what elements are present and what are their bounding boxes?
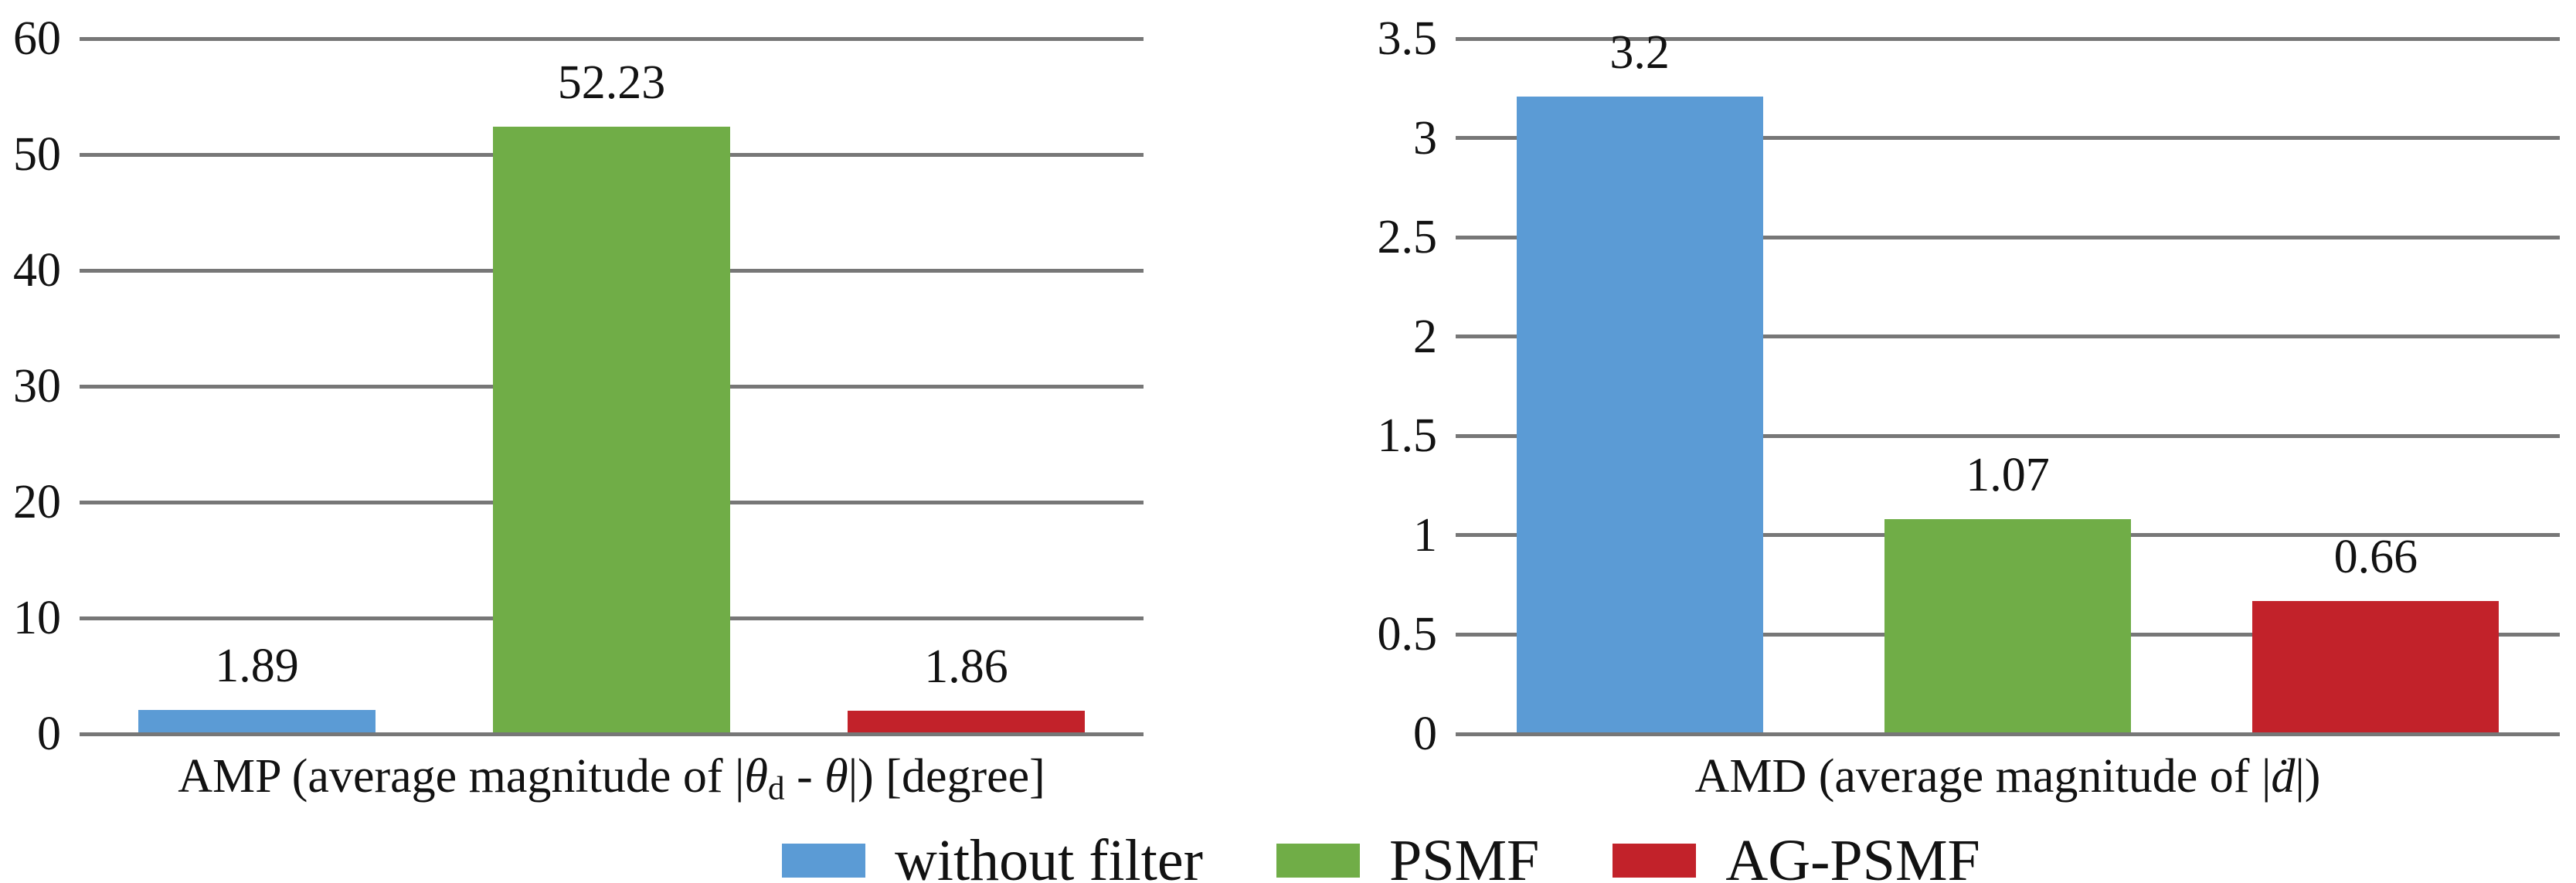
bar-psmf (1884, 519, 2132, 733)
bar-value-label: 1.07 (1966, 449, 2050, 502)
x-axis-title-part: |) (2295, 750, 2321, 803)
x-axis-title-part: AMD (average magnitude of | (1694, 750, 2272, 803)
legend-item-ag-psmf: AG-PSMF (1613, 828, 1980, 883)
bar-value-label: 3.2 (1609, 25, 1670, 79)
bar-value-label: 1.89 (215, 640, 299, 693)
x-axis-title: AMD (average magnitude of |ḋ|) (1456, 744, 2560, 809)
y-tick-label: 0.5 (1377, 608, 1438, 661)
y-tick-label: 40 (13, 244, 61, 297)
x-axis-line (1456, 732, 2560, 736)
legend-swatch-without-filter (782, 844, 865, 878)
y-tick-label: 20 (13, 476, 61, 528)
y-tick-label: 3 (1413, 111, 1437, 165)
y-tick-label: 60 (13, 12, 61, 65)
legend-item-without-filter: without filter (782, 828, 1203, 883)
bar-without-filter (1516, 96, 1763, 733)
y-tick-label: 1 (1413, 508, 1437, 562)
legend-swatch-ag-psmf (1613, 844, 1697, 878)
y-tick-label: 2 (1413, 310, 1437, 363)
x-axis-line (80, 732, 1144, 736)
x-axis-title-part: d (767, 769, 785, 807)
x-axis-title-part: - (784, 750, 825, 803)
y-tick-label: 2.5 (1377, 211, 1438, 264)
y-tick-label: 30 (13, 360, 61, 413)
x-axis-title-part: θ (744, 750, 768, 803)
x-axis-title-part: |) [degree] (848, 750, 1045, 803)
bar-without-filter (138, 710, 376, 733)
legend-label-ag-psmf: AG-PSMF (1725, 828, 1980, 883)
gridline (1456, 36, 2560, 41)
bar-value-label: 52.23 (557, 56, 666, 110)
gridline (1456, 235, 2560, 239)
bar-psmf (492, 127, 731, 733)
legend-label-psmf: PSMF (1388, 828, 1540, 883)
bar-ag-psmf (847, 710, 1086, 733)
legend-item-psmf: PSMF (1276, 828, 1539, 883)
x-axis-title: AMP (average magnitude of |θd - θ|) [deg… (80, 744, 1144, 809)
y-tick-label: 1.5 (1377, 409, 1438, 463)
bar-ag-psmf (2252, 600, 2500, 733)
gridline (80, 36, 1144, 41)
legend: without filter PSMF AG-PSMF (782, 828, 1980, 883)
y-tick-label: 0 (1413, 708, 1437, 760)
x-axis-title-part: ḋ (2271, 750, 2296, 803)
gridline (1456, 433, 2560, 438)
bar-value-label: 0.66 (2333, 530, 2418, 583)
gridline (1456, 136, 2560, 141)
y-tick-label: 50 (13, 128, 61, 181)
gridline (1456, 335, 2560, 339)
legend-label-without-filter: without filter (895, 828, 1203, 883)
y-tick-label: 3.5 (1377, 12, 1438, 65)
legend-swatch-psmf (1276, 844, 1360, 878)
y-tick-label: 0 (37, 708, 61, 760)
bar-value-label: 1.86 (924, 640, 1008, 693)
y-tick-label: 10 (13, 592, 61, 644)
x-axis-title-part: AMP (average magnitude of | (178, 750, 745, 803)
x-axis-title-part: θ (824, 750, 848, 803)
